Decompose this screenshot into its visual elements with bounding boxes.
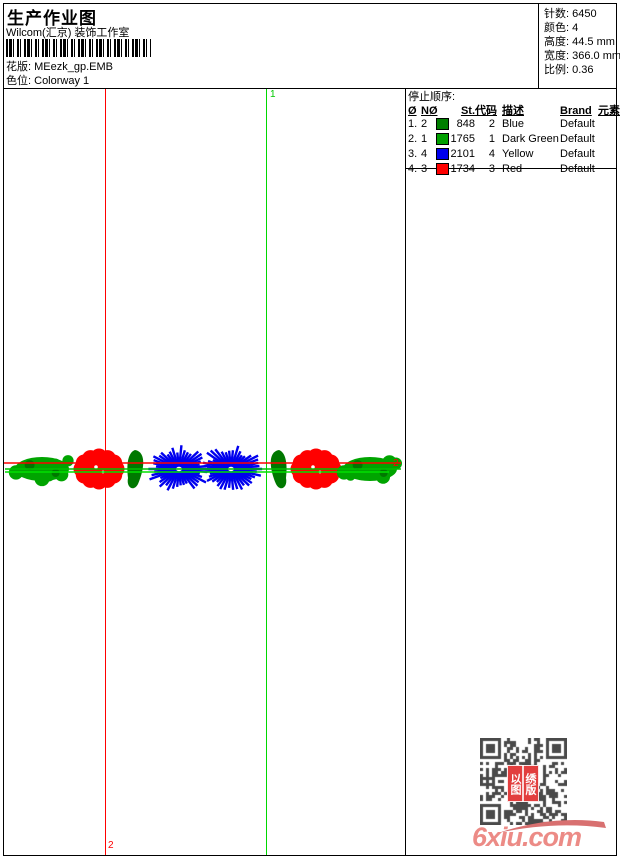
- start-point-marker: 1: [270, 89, 276, 100]
- col-stop: Ø: [408, 105, 417, 117]
- rose-highlight: [311, 465, 315, 469]
- col-element: 元素: [598, 105, 620, 117]
- stop-sequence-panel: 停止顺序: Ø NØ St. 代码 描述 Brand 元素 1. 2 848 2 Blu…: [408, 91, 620, 178]
- row-color-swatch: [434, 163, 449, 178]
- thread-color-swatch: [436, 163, 449, 175]
- row-stitch-count: 848: [456, 118, 475, 130]
- thread-color-swatch: [436, 118, 449, 130]
- thread-color-swatch: [436, 148, 449, 160]
- row-thread-code: 4: [488, 148, 495, 160]
- col-brand: Brand: [560, 105, 592, 117]
- row-needle-number: 1: [421, 133, 428, 145]
- stop-sequence-row: 4. 3 1734 3 Red Default: [408, 163, 616, 178]
- stat-width: 宽度: 366.0 mm: [544, 50, 620, 62]
- table-bottom-divider: [406, 168, 617, 169]
- end-point-marker: 2: [108, 840, 114, 851]
- row-stop-number: 4.: [408, 163, 418, 175]
- spike-petal: [160, 451, 177, 468]
- row-element: [596, 148, 616, 163]
- row-thread-brand: Default: [560, 163, 595, 175]
- qr-stamp-seal: 以图 绣版: [507, 765, 539, 802]
- row-needle-number: 3: [421, 163, 428, 175]
- logo-text: 6xiu.com: [472, 822, 582, 852]
- col-swatch: [434, 105, 449, 118]
- row-needle-number: 4: [421, 148, 428, 160]
- row-element: [596, 118, 616, 133]
- stamp-text-1: 以图: [507, 765, 524, 802]
- stamp-text-2: 绣版: [522, 765, 539, 802]
- logo-swoosh-icon: [498, 820, 606, 833]
- stop-sequence-row: 3. 4 2101 4 Yellow Default: [408, 148, 616, 163]
- stat-scale: 比例: 0.36: [544, 64, 594, 76]
- panel-divider: [405, 88, 406, 855]
- spike-petal: [209, 449, 229, 468]
- row-stop-number: 3.: [408, 148, 418, 160]
- row-needle-number: 2: [421, 118, 428, 130]
- stat-height: 高度: 44.5 mm: [544, 36, 615, 48]
- leaf-cluster-lobe: [345, 470, 356, 481]
- stop-sequence-header: Ø NØ St. 代码 描述 Brand 元素: [408, 105, 620, 118]
- row-stitch-count: 1765: [450, 133, 475, 145]
- page-title: 生产作业图: [7, 9, 97, 28]
- colorway-value: Colorway 1: [34, 75, 90, 87]
- col-description: 描述: [502, 105, 524, 117]
- colorway-label: 色位:: [6, 75, 32, 87]
- design-file-label: 花版:: [6, 61, 32, 73]
- row-stitch-count: 1734: [450, 163, 475, 175]
- row-stitch-count: 2101: [450, 148, 475, 160]
- col-needle: NØ: [421, 105, 438, 117]
- site-logo: 6xiu.com: [472, 820, 612, 854]
- page-border: [3, 3, 617, 856]
- design-stats-box: 针数: 6450 颜色: 4 高度: 44.5 mm 宽度: 366.0 mm …: [538, 4, 620, 88]
- leaf-cluster-lobe: [62, 455, 74, 467]
- header-divider: [3, 88, 617, 89]
- row-thread-code: 2: [488, 118, 495, 130]
- row-color-description: Red: [502, 163, 523, 175]
- stop-sequence-row: 2. 1 1765 1 Dark Green Default: [408, 133, 616, 148]
- stat-stitches: 针数: 6450: [544, 8, 597, 20]
- col-stitches: St.: [460, 105, 475, 117]
- row-stop-number: 1.: [408, 118, 418, 130]
- row-color-swatch: [434, 118, 449, 133]
- embroidery-design-preview: 2: [4, 445, 403, 491]
- stop-sequence-row: 1. 2 848 2 Blue Default: [408, 118, 616, 133]
- stat-colors: 颜色: 4: [544, 22, 579, 34]
- stop-sequence-title: 停止顺序:: [408, 91, 456, 103]
- row-color-swatch: [434, 133, 449, 148]
- leaf-cluster-shade: [379, 469, 388, 477]
- spike-petal: [180, 470, 196, 490]
- row-thread-brand: Default: [560, 148, 595, 160]
- row-color-description: Dark Green: [502, 133, 559, 145]
- row-element: [596, 133, 616, 148]
- spike-petal: [206, 451, 229, 468]
- row-color-description: Blue: [502, 118, 525, 130]
- spike-petal: [183, 464, 211, 470]
- row-color-swatch: [434, 148, 449, 163]
- row-element: [596, 163, 616, 178]
- software-name: Wilcom(汇京) 装饰工作室: [6, 27, 130, 39]
- row-thread-code: 1: [488, 133, 495, 145]
- design-file-value: MEezk_gp.EMB: [34, 61, 113, 73]
- design-file-line: 花版: MEezk_gp.EMB: [6, 60, 113, 74]
- rose-highlight: [94, 465, 98, 469]
- row-thread-brand: Default: [560, 133, 595, 145]
- thread-color-swatch: [436, 133, 449, 145]
- colorway-line: 色位: Colorway 1: [6, 74, 89, 88]
- col-code: 代码: [475, 105, 497, 117]
- row-stop-number: 2.: [408, 133, 418, 145]
- row-thread-brand: Default: [560, 118, 595, 130]
- row-color-description: Yellow: [502, 148, 534, 160]
- leaf-cluster-lobe: [356, 467, 371, 481]
- stop-sequence-rows: 1. 2 848 2 Blue Default 2. 1 1765 1 Dark Green Defa…: [408, 118, 616, 178]
- leaf-cluster-shade: [51, 469, 60, 477]
- barcode: [6, 39, 151, 57]
- spike-petal: [235, 464, 260, 470]
- row-thread-code: 3: [488, 163, 495, 175]
- design-end-point-label: 2: [393, 458, 399, 469]
